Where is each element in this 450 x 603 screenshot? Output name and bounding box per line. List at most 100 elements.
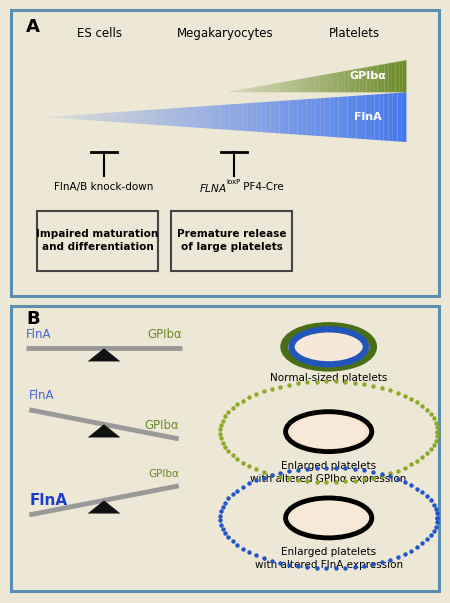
Polygon shape — [207, 106, 211, 128]
Polygon shape — [175, 108, 180, 127]
Polygon shape — [257, 103, 261, 132]
Text: Enlarged platelets
with altered FlnA expression: Enlarged platelets with altered FlnA exp… — [255, 547, 403, 570]
Polygon shape — [366, 66, 370, 92]
Polygon shape — [184, 107, 189, 127]
Polygon shape — [290, 80, 294, 92]
Polygon shape — [48, 116, 53, 118]
Polygon shape — [57, 116, 62, 118]
Ellipse shape — [292, 501, 365, 535]
Text: ES cells: ES cells — [77, 27, 122, 40]
Polygon shape — [171, 108, 175, 126]
Polygon shape — [293, 99, 297, 134]
Ellipse shape — [305, 421, 352, 443]
Polygon shape — [356, 95, 361, 139]
Polygon shape — [378, 65, 381, 92]
Ellipse shape — [326, 431, 332, 433]
Polygon shape — [254, 86, 258, 92]
Polygon shape — [393, 93, 397, 141]
Ellipse shape — [323, 429, 334, 434]
Polygon shape — [272, 83, 276, 92]
Polygon shape — [348, 70, 352, 92]
Polygon shape — [276, 83, 279, 92]
Text: GPIbα: GPIbα — [144, 418, 179, 432]
Polygon shape — [66, 115, 71, 119]
Polygon shape — [399, 61, 403, 92]
Polygon shape — [144, 110, 148, 124]
Polygon shape — [375, 94, 379, 140]
Text: GPIbα: GPIbα — [148, 469, 179, 479]
Polygon shape — [258, 86, 261, 92]
Ellipse shape — [293, 415, 364, 448]
Polygon shape — [381, 64, 385, 92]
Polygon shape — [53, 116, 57, 118]
Ellipse shape — [317, 426, 340, 437]
Ellipse shape — [308, 422, 349, 441]
Polygon shape — [130, 111, 134, 124]
Polygon shape — [301, 78, 305, 92]
Ellipse shape — [297, 417, 361, 447]
Polygon shape — [370, 66, 374, 92]
Polygon shape — [166, 109, 171, 126]
Ellipse shape — [288, 412, 370, 450]
Polygon shape — [103, 113, 107, 122]
Polygon shape — [270, 101, 275, 133]
Polygon shape — [202, 106, 207, 128]
Polygon shape — [44, 117, 48, 118]
Text: Impaired maturation
and differentiation: Impaired maturation and differentiation — [36, 229, 159, 252]
Polygon shape — [88, 500, 121, 514]
Polygon shape — [379, 94, 384, 140]
Polygon shape — [247, 88, 250, 92]
Polygon shape — [162, 109, 166, 125]
Polygon shape — [269, 84, 272, 92]
Polygon shape — [316, 75, 320, 92]
Text: FlnA/B knock-down: FlnA/B knock-down — [54, 182, 154, 192]
Polygon shape — [216, 105, 220, 129]
Polygon shape — [80, 115, 85, 120]
Polygon shape — [94, 113, 98, 121]
Polygon shape — [198, 106, 202, 128]
Polygon shape — [397, 93, 402, 142]
Polygon shape — [243, 103, 248, 131]
Polygon shape — [266, 102, 270, 133]
Polygon shape — [239, 89, 243, 92]
Polygon shape — [306, 99, 311, 136]
Polygon shape — [403, 60, 406, 92]
Polygon shape — [89, 114, 94, 121]
Text: $\mathit{FLNA}$: $\mathit{FLNA}$ — [199, 182, 227, 194]
FancyBboxPatch shape — [11, 306, 439, 591]
Text: Megakaryocytes: Megakaryocytes — [177, 27, 273, 40]
Polygon shape — [112, 112, 116, 122]
Polygon shape — [374, 65, 378, 92]
Polygon shape — [320, 98, 325, 136]
Polygon shape — [325, 98, 329, 137]
Polygon shape — [320, 75, 323, 92]
Polygon shape — [157, 109, 162, 125]
Polygon shape — [384, 93, 388, 140]
Polygon shape — [234, 104, 238, 130]
FancyBboxPatch shape — [11, 10, 439, 295]
Polygon shape — [311, 98, 316, 136]
Polygon shape — [148, 110, 153, 125]
Polygon shape — [347, 96, 352, 138]
Polygon shape — [305, 78, 308, 92]
Polygon shape — [323, 74, 327, 92]
Polygon shape — [220, 105, 225, 130]
Polygon shape — [283, 81, 287, 92]
Polygon shape — [287, 81, 290, 92]
Polygon shape — [116, 112, 121, 122]
Polygon shape — [385, 63, 388, 92]
Polygon shape — [261, 102, 266, 133]
Polygon shape — [361, 95, 365, 139]
Ellipse shape — [296, 332, 361, 362]
Polygon shape — [359, 68, 363, 92]
Polygon shape — [252, 103, 257, 132]
Polygon shape — [341, 71, 345, 92]
Ellipse shape — [302, 420, 355, 444]
Ellipse shape — [320, 428, 338, 436]
Polygon shape — [232, 90, 236, 92]
Polygon shape — [230, 104, 234, 130]
Polygon shape — [225, 104, 230, 130]
Polygon shape — [388, 93, 393, 141]
Text: FlnA: FlnA — [29, 390, 55, 402]
Polygon shape — [297, 79, 301, 92]
